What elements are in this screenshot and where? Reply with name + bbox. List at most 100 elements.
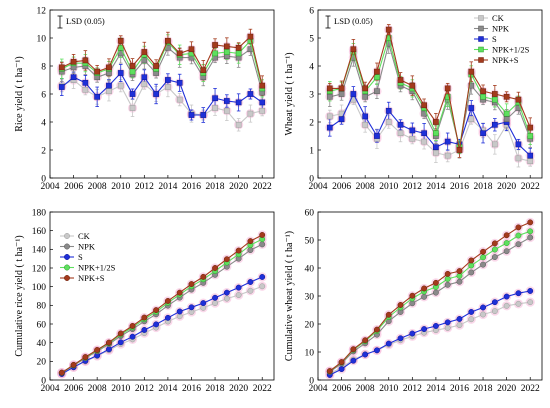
x-tick-label: 2010 xyxy=(111,182,130,192)
data-point xyxy=(326,113,333,120)
data-point xyxy=(117,330,124,337)
series-line-ck xyxy=(329,301,531,375)
data-point xyxy=(527,228,534,235)
data-point xyxy=(397,130,404,137)
data-point xyxy=(338,85,345,92)
data-point xyxy=(165,37,171,44)
data-point xyxy=(188,281,195,288)
data-point xyxy=(515,96,522,103)
data-point xyxy=(212,42,218,48)
legend-label: NPK+S xyxy=(492,55,519,65)
data-point xyxy=(141,74,148,81)
data-point xyxy=(468,105,475,111)
legend-label: CK xyxy=(492,13,505,23)
lsd-annotation: LSD (0.05) xyxy=(66,16,105,26)
lsd-annotation: LSD (0.05) xyxy=(334,16,373,26)
data-point xyxy=(200,273,207,280)
x-tick-label: 2022 xyxy=(521,384,540,394)
x-tick-label: 2014 xyxy=(426,384,445,394)
x-tick-label: 2014 xyxy=(426,182,445,192)
data-point xyxy=(141,314,148,321)
data-point xyxy=(444,85,451,92)
data-point xyxy=(247,247,254,254)
data-point xyxy=(409,330,416,337)
data-point xyxy=(433,149,439,156)
data-point xyxy=(117,339,124,346)
chart-panel-2: 2004 2006 2008 2010 2012 2014 2016 2018 2020 2022… xyxy=(284,6,543,192)
y-tick-label: 0 xyxy=(309,174,314,184)
data-point xyxy=(515,232,522,239)
x-tick-label: 2018 xyxy=(474,384,493,394)
data-point xyxy=(129,323,136,329)
data-point xyxy=(397,335,404,342)
data-point xyxy=(468,309,475,315)
data-point xyxy=(129,91,136,97)
data-point xyxy=(491,91,498,97)
y-tick-label: 140 xyxy=(32,246,47,256)
data-point xyxy=(259,274,266,280)
y-axis-label: Cumulative rice yield ( t ha⁻¹) xyxy=(14,235,25,356)
data-point xyxy=(82,354,89,360)
x-tick-label: 2008 xyxy=(356,384,375,394)
data-point xyxy=(397,77,404,83)
legend-label: CK xyxy=(78,231,91,241)
data-point xyxy=(503,248,510,255)
data-point xyxy=(235,247,242,254)
data-point xyxy=(117,37,124,44)
data-point xyxy=(338,116,345,123)
data-point xyxy=(247,110,254,117)
data-point xyxy=(385,119,392,125)
data-point xyxy=(58,369,65,376)
data-point xyxy=(188,304,195,311)
data-point xyxy=(164,297,171,304)
data-point xyxy=(82,57,89,64)
data-point xyxy=(223,256,230,263)
data-point xyxy=(362,337,369,344)
legend-marker xyxy=(478,25,484,32)
data-point xyxy=(235,284,242,291)
data-point xyxy=(503,293,510,300)
data-point xyxy=(385,340,392,347)
x-tick-label: 2020 xyxy=(229,182,248,192)
x-tick-label: 2018 xyxy=(206,182,225,192)
legend-marker xyxy=(64,264,70,271)
data-point xyxy=(385,311,392,318)
data-point xyxy=(247,287,254,294)
x-tick-label: 2018 xyxy=(206,384,225,394)
data-point xyxy=(480,261,487,268)
data-point xyxy=(350,346,357,353)
data-point xyxy=(247,33,254,40)
data-point xyxy=(385,40,392,47)
data-point xyxy=(362,113,369,120)
data-point xyxy=(373,347,380,354)
y-tick-label: 50 xyxy=(305,236,315,246)
data-point xyxy=(94,68,101,75)
y-tick-label: 10 xyxy=(37,34,47,44)
data-point xyxy=(456,268,463,275)
legend-label: S xyxy=(78,252,83,262)
y-tick-label: 60 xyxy=(305,208,315,218)
data-point xyxy=(188,46,195,53)
data-point xyxy=(223,107,230,114)
data-point xyxy=(212,300,219,307)
data-point xyxy=(338,366,345,373)
y-tick-label: 8 xyxy=(41,62,46,72)
data-point xyxy=(432,323,439,329)
data-point xyxy=(141,49,148,55)
y-tick-label: 0 xyxy=(41,376,46,386)
data-point xyxy=(338,91,345,97)
data-point xyxy=(212,265,219,271)
y-tick-label: 0 xyxy=(309,376,314,386)
x-tick-label: 2016 xyxy=(182,182,201,192)
data-point xyxy=(200,300,207,307)
data-point xyxy=(433,144,439,151)
data-point xyxy=(444,152,451,159)
data-point xyxy=(235,99,242,106)
data-point xyxy=(153,63,159,69)
data-point xyxy=(491,254,498,261)
data-point xyxy=(491,308,498,315)
x-tick-label: 2020 xyxy=(229,384,248,394)
y-tick-label: 40 xyxy=(305,264,315,274)
data-point xyxy=(106,82,112,89)
data-point xyxy=(456,322,463,329)
